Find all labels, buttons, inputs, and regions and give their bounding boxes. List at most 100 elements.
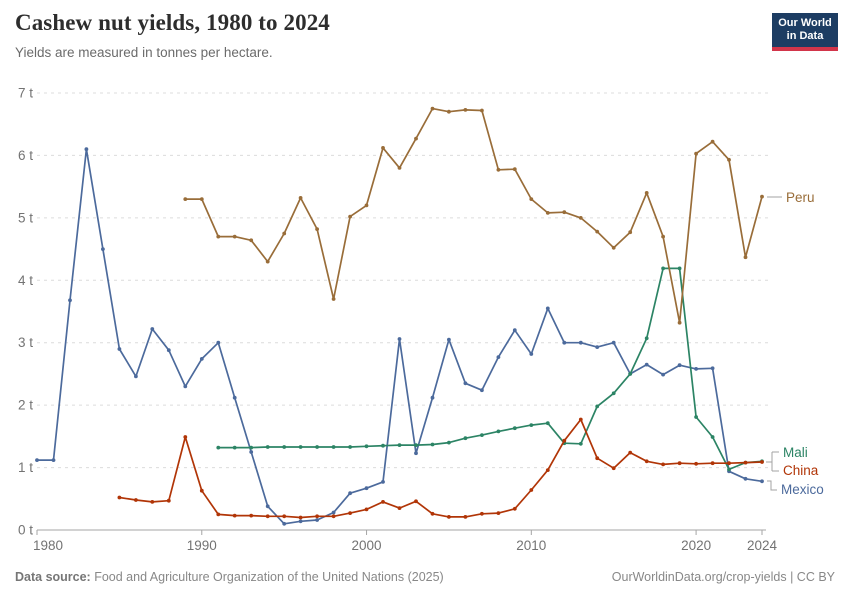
point-marker[interactable] [743, 476, 748, 481]
point-marker[interactable] [661, 372, 665, 377]
point-marker[interactable] [512, 506, 517, 511]
point-marker[interactable] [414, 136, 418, 141]
point-marker[interactable] [298, 519, 303, 524]
point-marker[interactable] [265, 504, 270, 509]
point-marker[interactable] [710, 139, 715, 144]
point-marker[interactable] [710, 435, 715, 439]
point-marker[interactable] [265, 259, 270, 264]
series-mali[interactable] [216, 266, 764, 472]
point-marker[interactable] [331, 445, 336, 449]
point-marker[interactable] [463, 381, 468, 386]
point-marker[interactable] [447, 109, 451, 114]
point-marker[interactable] [578, 417, 583, 422]
point-marker[interactable] [529, 197, 534, 202]
owid-logo[interactable]: Our World in Data [772, 13, 838, 51]
point-marker[interactable] [249, 450, 254, 454]
point-marker[interactable] [644, 191, 649, 195]
point-marker[interactable] [51, 458, 56, 462]
point-marker[interactable] [315, 518, 319, 522]
point-marker[interactable] [216, 445, 221, 450]
entity-label-mexico[interactable]: Mexico [781, 482, 824, 497]
point-marker[interactable] [232, 234, 237, 239]
point-marker[interactable] [249, 238, 254, 243]
point-marker[interactable] [480, 433, 484, 437]
point-marker[interactable] [447, 515, 451, 519]
point-marker[interactable] [68, 298, 72, 303]
point-marker[interactable] [315, 514, 319, 519]
point-marker[interactable] [496, 429, 501, 434]
point-marker[interactable] [710, 461, 715, 466]
point-marker[interactable] [529, 423, 534, 427]
point-marker[interactable] [644, 459, 649, 464]
point-marker[interactable] [512, 328, 517, 333]
point-marker[interactable] [150, 327, 155, 331]
point-marker[interactable] [232, 395, 237, 400]
point-marker[interactable] [545, 468, 550, 472]
point-marker[interactable] [265, 445, 270, 449]
point-marker[interactable] [364, 203, 369, 208]
point-marker[interactable] [232, 513, 237, 518]
point-marker[interactable] [430, 511, 435, 516]
point-marker[interactable] [298, 445, 303, 449]
point-marker[interactable] [611, 245, 616, 250]
point-marker[interactable] [661, 234, 665, 239]
point-marker[interactable] [447, 440, 451, 445]
point-marker[interactable] [166, 348, 171, 353]
point-marker[interactable] [282, 445, 287, 449]
point-marker[interactable] [430, 106, 435, 111]
point-marker[interactable] [562, 340, 567, 345]
point-marker[interactable] [397, 506, 402, 510]
point-marker[interactable] [216, 340, 221, 345]
point-marker[interactable] [595, 404, 600, 409]
point-marker[interactable] [496, 511, 501, 515]
point-marker[interactable] [727, 467, 731, 472]
point-marker[interactable] [480, 511, 484, 516]
point-marker[interactable] [397, 443, 402, 447]
point-marker[interactable] [298, 196, 303, 200]
point-marker[interactable] [134, 498, 138, 502]
point-marker[interactable] [348, 491, 352, 496]
point-marker[interactable] [331, 514, 336, 519]
point-marker[interactable] [117, 495, 122, 500]
point-marker[interactable] [529, 352, 534, 356]
point-marker[interactable] [529, 488, 534, 492]
point-marker[interactable] [480, 388, 484, 393]
point-marker[interactable] [397, 166, 402, 170]
owid-citation-link[interactable]: OurWorldinData.org/crop-yields | CC BY [611, 570, 835, 584]
point-marker[interactable] [677, 266, 682, 271]
point-marker[interactable] [512, 167, 517, 172]
point-marker[interactable] [578, 441, 583, 446]
point-marker[interactable] [364, 486, 369, 491]
point-marker[interactable] [644, 362, 649, 367]
point-marker[interactable] [199, 197, 204, 202]
point-marker[interactable] [677, 363, 682, 368]
point-marker[interactable] [282, 521, 287, 526]
point-marker[interactable] [545, 306, 550, 311]
point-marker[interactable] [216, 234, 221, 239]
series-line[interactable] [118, 418, 763, 519]
point-marker[interactable] [364, 444, 369, 449]
point-marker[interactable] [562, 210, 567, 215]
point-marker[interactable] [578, 340, 583, 345]
point-marker[interactable] [249, 513, 254, 518]
point-marker[interactable] [381, 146, 385, 150]
point-marker[interactable] [463, 436, 468, 441]
entity-label-mali[interactable]: Mali [783, 445, 808, 460]
point-marker[interactable] [364, 507, 369, 512]
point-marker[interactable] [611, 340, 616, 345]
point-marker[interactable] [694, 151, 698, 156]
point-marker[interactable] [134, 374, 138, 379]
point-marker[interactable] [35, 458, 39, 462]
point-marker[interactable] [595, 345, 600, 349]
point-marker[interactable] [661, 462, 665, 467]
point-marker[interactable] [348, 511, 352, 515]
entity-label-china[interactable]: China [783, 463, 819, 478]
point-marker[interactable] [677, 461, 682, 466]
point-marker[interactable] [166, 498, 171, 503]
point-marker[interactable] [628, 450, 633, 455]
series-mexico[interactable] [35, 147, 764, 526]
point-marker[interactable] [694, 461, 698, 466]
point-marker[interactable] [348, 445, 352, 449]
point-marker[interactable] [117, 347, 122, 351]
point-marker[interactable] [84, 147, 89, 152]
